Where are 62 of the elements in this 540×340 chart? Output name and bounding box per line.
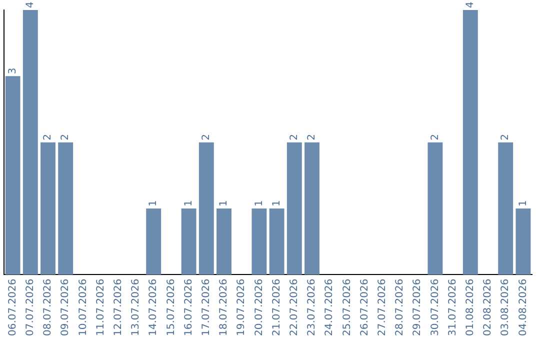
x-tick-label: 13.07.2026 [130, 278, 142, 336]
data-label: 1 [148, 200, 160, 207]
x-tick-label: 04.08.2026 [518, 278, 529, 336]
bar [498, 142, 514, 275]
data-label: 4 [464, 2, 476, 8]
bar [516, 208, 531, 275]
x-tick-label: 29.07.2026 [412, 278, 424, 336]
bar [40, 142, 56, 275]
x-tick-label: 15.07.2026 [166, 278, 177, 336]
x-tick-label: 24.07.2026 [324, 278, 336, 336]
x-tick-label: 03.08.2026 [500, 278, 512, 336]
data-label: 2 [306, 134, 318, 140]
x-tick-label: 11.07.2026 [95, 278, 106, 336]
data-label: 2 [200, 134, 212, 140]
x-tick-label: 25.07.2026 [342, 278, 353, 336]
x-tick-label: 30.07.2026 [430, 278, 441, 336]
bar [58, 142, 74, 275]
data-label: 2 [430, 134, 441, 140]
bar [462, 10, 478, 275]
bar [269, 208, 284, 275]
x-tick-label: 07.07.2026 [24, 278, 36, 336]
bar [5, 76, 20, 275]
bar [286, 142, 302, 275]
x-tick-label: 10.07.2026 [78, 278, 89, 336]
data-label: 1 [218, 200, 230, 207]
bar [146, 208, 162, 275]
x-tick-label: 31.07.2026 [447, 278, 458, 336]
x-tick-label: 16.07.2026 [183, 278, 194, 336]
data-label: 1 [254, 200, 265, 207]
x-tick-label: 22.07.2026 [288, 278, 300, 336]
x-tick-label: 01.08.2026 [464, 278, 476, 336]
data-label: 2 [500, 134, 512, 140]
bar [181, 208, 196, 275]
x-tick-label: 08.07.2026 [42, 278, 54, 336]
x-tick-label: 28.07.2026 [394, 278, 406, 336]
bar [252, 208, 267, 275]
data-label: 1 [518, 200, 529, 207]
bar [304, 142, 320, 275]
data-label: 1 [183, 200, 194, 207]
data-label: 2 [42, 134, 54, 140]
x-tick-label: 21.07.2026 [271, 278, 282, 336]
x-tick-label: 27.07.2026 [376, 278, 388, 336]
data-label: 1 [271, 200, 282, 207]
x-tick-label: 20.07.2026 [254, 278, 265, 336]
x-tick-label: 12.07.2026 [112, 278, 124, 336]
data-label: 4 [24, 2, 36, 8]
bar [216, 208, 232, 275]
bar [198, 142, 214, 275]
x-tick-label: 06.07.2026 [7, 278, 18, 336]
x-tick-label: 17.07.2026 [200, 278, 212, 336]
x-tick-label: 19.07.2026 [236, 278, 248, 336]
x-tick-label: 09.07.2026 [60, 278, 72, 336]
bar [22, 10, 38, 275]
x-tick-label: 14.07.2026 [148, 278, 160, 336]
x-tick-label: 23.07.2026 [306, 278, 318, 336]
x-tick-label: 02.08.2026 [482, 278, 494, 336]
data-label: 2 [288, 134, 300, 140]
bar [428, 142, 443, 275]
x-tick-label: 26.07.2026 [359, 278, 370, 336]
x-tick-label: 18.07.2026 [218, 278, 230, 336]
data-label: 3 [7, 68, 18, 74]
data-label: 2 [60, 134, 72, 140]
